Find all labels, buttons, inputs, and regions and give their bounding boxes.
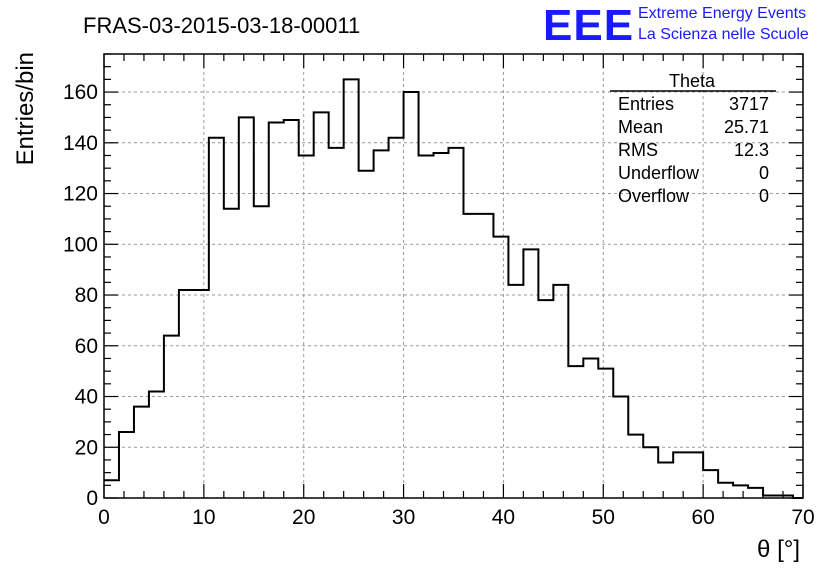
y-tick-labels: 0 20 40 60 80 100 120 140 160 (63, 81, 98, 510)
chart-title: FRAS-03-2015-03-18-00011 (83, 13, 360, 38)
stats-label: Overflow (618, 186, 690, 206)
grid (104, 54, 803, 498)
y-tick-label: 60 (75, 335, 98, 358)
stats-label: RMS (618, 140, 658, 160)
eee-logo-line2: La Scienza nelle Scuole (638, 26, 809, 43)
x-tick-label: 50 (592, 506, 615, 529)
plot-frame (103, 53, 804, 499)
stats-value: 12.3 (734, 140, 769, 160)
stats-value: 0 (759, 163, 769, 183)
stats-title: Theta (669, 71, 716, 91)
stats-rows: Entries 3717 Mean 25.71 RMS 12.3 Underflow 0 Ove… (618, 94, 769, 206)
y-tick-label: 100 (63, 233, 98, 256)
eee-logo: EEE Extreme Energy Events La Scienza nel… (543, 1, 809, 50)
y-tick-label: 80 (75, 284, 98, 307)
y-tick-label: 0 (86, 487, 98, 510)
histogram-line (104, 78, 803, 499)
stats-value: 25.71 (724, 117, 769, 137)
x-tick-label: 60 (691, 506, 714, 529)
eee-logo-mark: EEE (543, 1, 634, 50)
x-tick-label: 40 (492, 506, 515, 529)
x-tick-label: 20 (292, 506, 315, 529)
y-tick-label: 20 (75, 436, 98, 459)
y-tick-label: 120 (63, 183, 98, 206)
x-axis-label: θ [°] (757, 536, 800, 563)
stats-value: 0 (759, 186, 769, 206)
stats-label: Underflow (618, 163, 700, 183)
x-tick-label: 0 (98, 506, 110, 529)
x-tick-label: 10 (192, 506, 215, 529)
stats-box: Theta Entries 3717 Mean 25.71 RMS 12.3 Underfl… (610, 71, 776, 206)
y-axis-label: Entries/bin (12, 52, 39, 165)
stats-label: Entries (618, 94, 674, 114)
eee-logo-line1: Extreme Energy Events (638, 5, 806, 22)
x-tick-label: 30 (392, 506, 415, 529)
x-tick-labels: 0 10 20 30 40 50 60 70 (98, 506, 815, 529)
y-tick-label: 140 (63, 132, 98, 155)
stats-label: Mean (618, 117, 663, 137)
stats-value: 3717 (729, 94, 769, 114)
y-tick-label: 160 (63, 81, 98, 104)
axis-ticks (103, 53, 804, 499)
y-tick-label: 40 (75, 386, 98, 409)
x-tick-label: 70 (791, 506, 814, 529)
